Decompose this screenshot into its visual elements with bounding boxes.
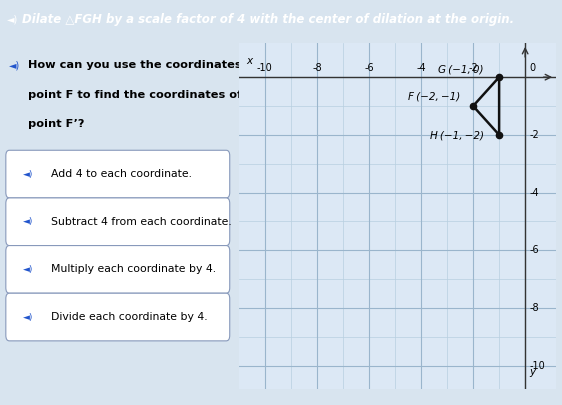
Text: Subtract 4 from each coordinate.: Subtract 4 from each coordinate.	[51, 217, 232, 227]
Text: ◄): ◄)	[23, 313, 34, 322]
Text: Add 4 to each coordinate.: Add 4 to each coordinate.	[51, 169, 192, 179]
Text: ◄): ◄)	[7, 14, 18, 24]
Text: ◄): ◄)	[10, 60, 21, 70]
Text: -10: -10	[257, 63, 273, 73]
FancyBboxPatch shape	[6, 198, 230, 245]
Text: How can you use the coordinates of: How can you use the coordinates of	[28, 60, 259, 70]
Text: -10: -10	[529, 361, 545, 371]
Text: -2: -2	[529, 130, 539, 140]
Text: -6: -6	[364, 63, 374, 73]
Text: Dilate △FGH by a scale factor of 4 with the center of dilation at the origin.: Dilate △FGH by a scale factor of 4 with …	[22, 13, 515, 26]
Text: ◄): ◄)	[23, 217, 34, 226]
FancyBboxPatch shape	[6, 293, 230, 341]
FancyBboxPatch shape	[6, 150, 230, 198]
Text: -4: -4	[529, 188, 538, 198]
Text: H (−1, −2): H (−1, −2)	[429, 130, 483, 141]
Text: G (−1, 0): G (−1, 0)	[438, 64, 483, 74]
Text: x: x	[247, 55, 253, 66]
Text: -2: -2	[468, 63, 478, 73]
Text: -8: -8	[312, 63, 321, 73]
Text: point F to find the coordinates of: point F to find the coordinates of	[28, 90, 242, 100]
Text: -6: -6	[529, 245, 538, 255]
Text: y: y	[529, 367, 535, 377]
Text: Multiply each coordinate by 4.: Multiply each coordinate by 4.	[51, 264, 216, 274]
Text: F (−2, −1): F (−2, −1)	[408, 92, 460, 102]
Text: ◄): ◄)	[23, 170, 34, 179]
Text: -8: -8	[529, 303, 538, 313]
Text: ◄): ◄)	[23, 265, 34, 274]
FancyBboxPatch shape	[6, 245, 230, 293]
Text: 0: 0	[529, 63, 535, 73]
Text: point F’?: point F’?	[28, 119, 84, 129]
Text: Divide each coordinate by 4.: Divide each coordinate by 4.	[51, 312, 208, 322]
Text: -4: -4	[416, 63, 426, 73]
